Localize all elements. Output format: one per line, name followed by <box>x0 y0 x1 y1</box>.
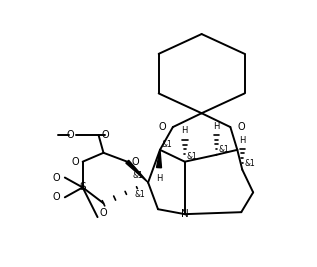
Text: &1: &1 <box>162 140 173 149</box>
Text: H: H <box>213 122 220 131</box>
Text: O: O <box>158 122 166 132</box>
Text: H: H <box>239 136 245 145</box>
Text: O: O <box>237 122 245 132</box>
Polygon shape <box>157 150 161 168</box>
Text: H: H <box>182 126 188 135</box>
Text: S: S <box>79 182 86 193</box>
Text: H: H <box>156 174 162 183</box>
Text: &1: &1 <box>218 145 229 154</box>
Text: &1: &1 <box>133 171 143 179</box>
Text: N: N <box>181 209 189 219</box>
Text: &1: &1 <box>134 190 145 199</box>
Text: O: O <box>100 208 107 218</box>
Text: &1: &1 <box>187 152 197 161</box>
Text: O: O <box>71 157 79 167</box>
Text: &1: &1 <box>244 159 255 168</box>
Text: O: O <box>66 130 74 140</box>
Polygon shape <box>126 160 148 182</box>
Text: O: O <box>52 172 60 183</box>
Text: O: O <box>52 192 60 202</box>
Text: O: O <box>131 157 139 167</box>
Text: O: O <box>101 130 109 140</box>
